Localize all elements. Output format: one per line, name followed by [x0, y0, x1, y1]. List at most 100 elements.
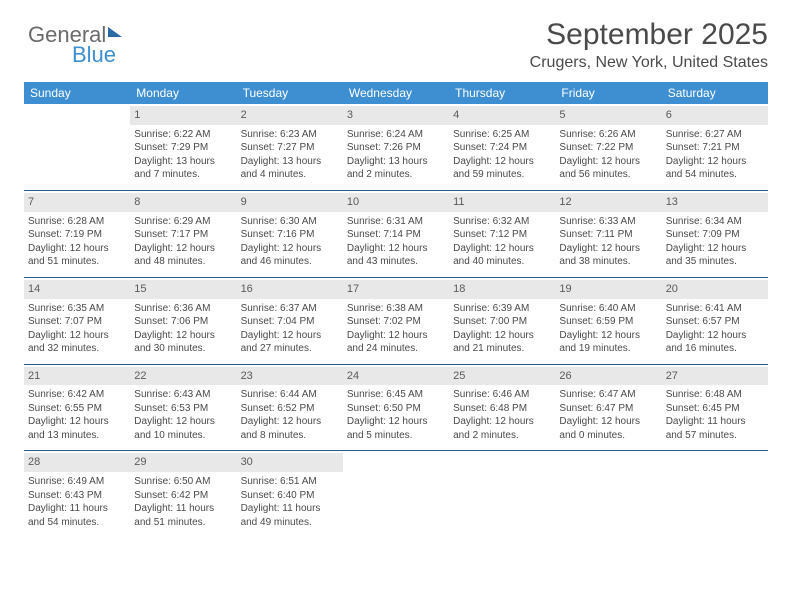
day-number: 2 — [237, 106, 343, 125]
day-cell: 27Sunrise: 6:48 AMSunset: 6:45 PMDayligh… — [662, 364, 768, 450]
sunrise-line: Sunrise: 6:45 AM — [347, 388, 445, 402]
day-content: 7Sunrise: 6:28 AMSunset: 7:19 PMDaylight… — [24, 191, 130, 277]
sunset-line: Sunset: 7:09 PM — [666, 228, 764, 242]
day-number: 6 — [662, 106, 768, 125]
daylight-line: Daylight: 11 hours — [134, 502, 232, 516]
sunset-line: Sunset: 6:57 PM — [666, 315, 764, 329]
day-content: 2Sunrise: 6:23 AMSunset: 7:27 PMDaylight… — [237, 104, 343, 190]
daylight-line: and 59 minutes. — [453, 168, 551, 182]
day-number: 18 — [449, 280, 555, 299]
sunset-line: Sunset: 6:42 PM — [134, 489, 232, 503]
day-content: 30Sunrise: 6:51 AMSunset: 6:40 PMDayligh… — [237, 451, 343, 537]
daylight-line: Daylight: 13 hours — [134, 155, 232, 169]
day-cell: 18Sunrise: 6:39 AMSunset: 7:00 PMDayligh… — [449, 277, 555, 363]
daylight-line: Daylight: 12 hours — [559, 242, 657, 256]
sunrise-line: Sunrise: 6:48 AM — [666, 388, 764, 402]
sunrise-line: Sunrise: 6:46 AM — [453, 388, 551, 402]
day-cell: 7Sunrise: 6:28 AMSunset: 7:19 PMDaylight… — [24, 190, 130, 276]
daylight-line: and 10 minutes. — [134, 429, 232, 443]
daylight-line: and 38 minutes. — [559, 255, 657, 269]
day-number: 19 — [555, 280, 661, 299]
sunset-line: Sunset: 7:00 PM — [453, 315, 551, 329]
day-content: 10Sunrise: 6:31 AMSunset: 7:14 PMDayligh… — [343, 191, 449, 277]
day-number: 28 — [24, 453, 130, 472]
day-content: 13Sunrise: 6:34 AMSunset: 7:09 PMDayligh… — [662, 191, 768, 277]
daylight-line: Daylight: 12 hours — [28, 329, 126, 343]
daylight-line: and 51 minutes. — [134, 516, 232, 530]
daylight-line: and 7 minutes. — [134, 168, 232, 182]
daylight-line: Daylight: 12 hours — [241, 242, 339, 256]
daylight-line: Daylight: 12 hours — [559, 155, 657, 169]
sunrise-line: Sunrise: 6:41 AM — [666, 302, 764, 316]
daylight-line: and 16 minutes. — [666, 342, 764, 356]
daylight-line: Daylight: 11 hours — [241, 502, 339, 516]
day-number: 14 — [24, 280, 130, 299]
sunrise-line: Sunrise: 6:22 AM — [134, 128, 232, 142]
daylight-line: Daylight: 12 hours — [347, 242, 445, 256]
day-number: 24 — [343, 367, 449, 386]
day-number: 27 — [662, 367, 768, 386]
sunrise-line: Sunrise: 6:23 AM — [241, 128, 339, 142]
sunset-line: Sunset: 7:12 PM — [453, 228, 551, 242]
daylight-line: Daylight: 12 hours — [28, 415, 126, 429]
day-cell — [24, 104, 130, 190]
day-cell: 1Sunrise: 6:22 AMSunset: 7:29 PMDaylight… — [130, 104, 236, 190]
daylight-line: Daylight: 11 hours — [28, 502, 126, 516]
daylight-line: Daylight: 12 hours — [453, 329, 551, 343]
day-number: 25 — [449, 367, 555, 386]
day-number: 13 — [662, 193, 768, 212]
sunrise-line: Sunrise: 6:26 AM — [559, 128, 657, 142]
calendar-table: Sunday Monday Tuesday Wednesday Thursday… — [24, 82, 768, 537]
sunrise-line: Sunrise: 6:38 AM — [347, 302, 445, 316]
daylight-line: Daylight: 12 hours — [453, 155, 551, 169]
week-row: 14Sunrise: 6:35 AMSunset: 7:07 PMDayligh… — [24, 277, 768, 363]
day-content: 8Sunrise: 6:29 AMSunset: 7:17 PMDaylight… — [130, 191, 236, 277]
day-number: 29 — [130, 453, 236, 472]
daylight-line: Daylight: 12 hours — [559, 329, 657, 343]
daylight-line: and 21 minutes. — [453, 342, 551, 356]
day-content: 4Sunrise: 6:25 AMSunset: 7:24 PMDaylight… — [449, 104, 555, 190]
day-number: 11 — [449, 193, 555, 212]
sunrise-line: Sunrise: 6:36 AM — [134, 302, 232, 316]
calendar-location: Crugers, New York, United States — [24, 54, 768, 72]
brand-logo-sub: Blue — [72, 42, 116, 68]
day-number: 9 — [237, 193, 343, 212]
sunrise-line: Sunrise: 6:49 AM — [28, 475, 126, 489]
sunset-line: Sunset: 6:52 PM — [241, 402, 339, 416]
day-cell: 9Sunrise: 6:30 AMSunset: 7:16 PMDaylight… — [237, 190, 343, 276]
day-cell: 25Sunrise: 6:46 AMSunset: 6:48 PMDayligh… — [449, 364, 555, 450]
day-content: 21Sunrise: 6:42 AMSunset: 6:55 PMDayligh… — [24, 365, 130, 451]
day-cell: 13Sunrise: 6:34 AMSunset: 7:09 PMDayligh… — [662, 190, 768, 276]
sunrise-line: Sunrise: 6:50 AM — [134, 475, 232, 489]
sunrise-line: Sunrise: 6:31 AM — [347, 215, 445, 229]
daylight-line: and 2 minutes. — [347, 168, 445, 182]
day-header: Sunday — [24, 82, 130, 104]
day-content: 14Sunrise: 6:35 AMSunset: 7:07 PMDayligh… — [24, 278, 130, 364]
day-cell: 12Sunrise: 6:33 AMSunset: 7:11 PMDayligh… — [555, 190, 661, 276]
daylight-line: Daylight: 12 hours — [134, 242, 232, 256]
brand-part2: Blue — [72, 42, 116, 68]
day-cell: 29 Sunrise: 6:50 AMSunset: 6:42 PMDayligh… — [130, 451, 236, 537]
sunrise-line: Sunrise: 6:24 AM — [347, 128, 445, 142]
daylight-line: and 8 minutes. — [241, 429, 339, 443]
sunrise-line: Sunrise: 6:34 AM — [666, 215, 764, 229]
day-cell: 5Sunrise: 6:26 AMSunset: 7:22 PMDaylight… — [555, 104, 661, 190]
day-number: 10 — [343, 193, 449, 212]
day-cell — [555, 451, 661, 537]
day-cell: 19Sunrise: 6:40 AMSunset: 6:59 PMDayligh… — [555, 277, 661, 363]
day-content: 12Sunrise: 6:33 AMSunset: 7:11 PMDayligh… — [555, 191, 661, 277]
daylight-line: Daylight: 12 hours — [347, 415, 445, 429]
sunset-line: Sunset: 7:11 PM — [559, 228, 657, 242]
day-number: 21 — [24, 367, 130, 386]
day-content: 6Sunrise: 6:27 AMSunset: 7:21 PMDaylight… — [662, 104, 768, 190]
daylight-line: and 56 minutes. — [559, 168, 657, 182]
sunrise-line: Sunrise: 6:44 AM — [241, 388, 339, 402]
sunset-line: Sunset: 6:43 PM — [28, 489, 126, 503]
sunrise-line: Sunrise: 6:29 AM — [134, 215, 232, 229]
day-content: 27Sunrise: 6:48 AMSunset: 6:45 PMDayligh… — [662, 365, 768, 451]
day-cell — [343, 451, 449, 537]
day-cell: 8Sunrise: 6:29 AMSunset: 7:17 PMDaylight… — [130, 190, 236, 276]
sunset-line: Sunset: 7:21 PM — [666, 141, 764, 155]
daylight-line: and 5 minutes. — [347, 429, 445, 443]
day-cell: 17Sunrise: 6:38 AMSunset: 7:02 PMDayligh… — [343, 277, 449, 363]
